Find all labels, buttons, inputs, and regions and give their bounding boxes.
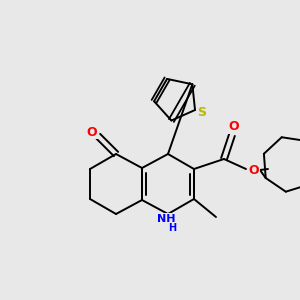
Text: O: O — [229, 121, 239, 134]
Text: H: H — [168, 223, 176, 233]
Text: O: O — [87, 125, 97, 139]
Text: S: S — [197, 106, 206, 118]
Text: O: O — [249, 164, 259, 176]
Text: NH: NH — [157, 214, 175, 224]
